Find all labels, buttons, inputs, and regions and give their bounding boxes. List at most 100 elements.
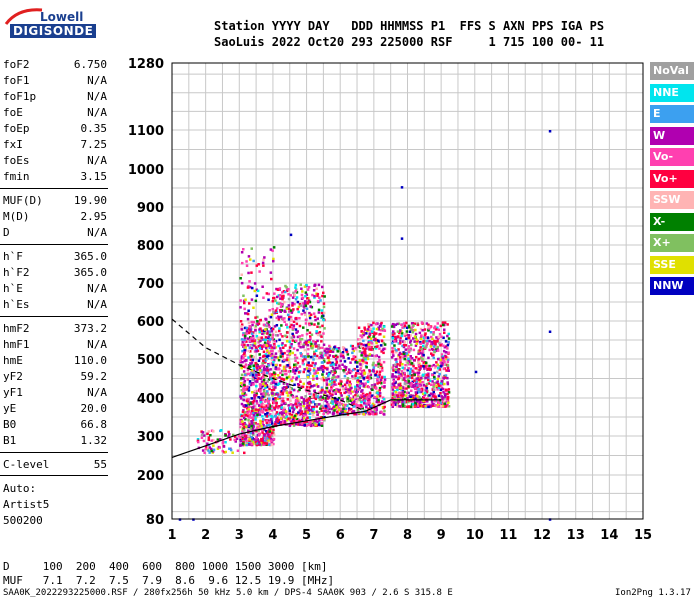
echo-point bbox=[335, 366, 339, 370]
echo-point bbox=[392, 378, 395, 381]
echo-point bbox=[253, 415, 257, 418]
echo-point bbox=[255, 402, 259, 405]
echo-point bbox=[327, 396, 330, 399]
echo-point bbox=[221, 442, 225, 445]
echo-point bbox=[270, 389, 274, 392]
echo-point bbox=[403, 324, 407, 327]
echo-point bbox=[356, 384, 359, 387]
echo-point bbox=[362, 333, 365, 337]
echo-point bbox=[296, 383, 300, 386]
echo-point bbox=[436, 326, 439, 329]
echo-point bbox=[262, 436, 265, 440]
echo-point bbox=[271, 373, 274, 376]
echo-point bbox=[289, 403, 293, 406]
echo-point bbox=[341, 412, 345, 416]
echo-point bbox=[290, 318, 293, 322]
echo-point bbox=[418, 368, 421, 371]
echo-point bbox=[375, 408, 378, 412]
param-value-14: N/A bbox=[87, 298, 107, 311]
echo-point bbox=[356, 376, 359, 380]
echo-point bbox=[240, 376, 243, 380]
echo-point bbox=[326, 403, 330, 406]
echo-point bbox=[333, 368, 336, 371]
echo-point bbox=[279, 333, 282, 336]
echo-point bbox=[360, 342, 363, 346]
echo-point bbox=[360, 330, 363, 333]
echo-point bbox=[369, 409, 373, 413]
echo-point bbox=[288, 375, 291, 379]
echo-point bbox=[402, 352, 406, 355]
echo-point bbox=[332, 406, 335, 410]
echo-point bbox=[446, 392, 449, 396]
echo-point bbox=[269, 437, 273, 441]
echo-point bbox=[380, 321, 383, 325]
echo-point bbox=[444, 363, 447, 366]
echo-point bbox=[357, 404, 361, 407]
echo-point bbox=[390, 403, 394, 406]
echo-point bbox=[367, 341, 370, 344]
echo-point bbox=[291, 327, 295, 330]
echo-point bbox=[270, 352, 274, 356]
echo-point bbox=[333, 409, 336, 412]
echo-point bbox=[252, 411, 255, 415]
echo-point bbox=[244, 312, 247, 315]
echo-point bbox=[309, 344, 313, 348]
echo-point bbox=[420, 321, 424, 324]
y-tick-800: 800 bbox=[137, 239, 164, 254]
echo-point bbox=[391, 388, 395, 391]
echo-point bbox=[221, 449, 224, 453]
echo-point bbox=[325, 383, 329, 386]
echo-point bbox=[307, 286, 311, 289]
echo-point bbox=[377, 362, 380, 366]
echo-point bbox=[353, 400, 356, 403]
echo-point bbox=[443, 397, 446, 400]
echo-point bbox=[282, 390, 285, 393]
echo-point bbox=[308, 367, 311, 370]
echo-point bbox=[207, 438, 210, 442]
echo-point bbox=[248, 405, 251, 408]
param-name-2: foF1p bbox=[3, 90, 37, 103]
echo-point bbox=[248, 346, 252, 349]
echo-point bbox=[317, 322, 320, 325]
param-name-11: h`F bbox=[3, 250, 23, 263]
echo-point bbox=[432, 331, 435, 334]
echo-point bbox=[446, 395, 450, 399]
echo-point bbox=[365, 393, 369, 396]
echo-point bbox=[295, 406, 299, 409]
echo-point bbox=[301, 334, 304, 337]
echo-point bbox=[425, 361, 428, 365]
echo-point bbox=[311, 361, 314, 365]
param-value-22: 1.32 bbox=[80, 434, 108, 447]
echo-point bbox=[251, 381, 255, 385]
echo-point bbox=[250, 439, 253, 442]
echo-point bbox=[242, 393, 245, 397]
echo-point bbox=[407, 336, 411, 340]
echo-point bbox=[299, 304, 303, 307]
echo-point bbox=[271, 333, 275, 336]
echo-point bbox=[264, 399, 268, 402]
echo-point bbox=[220, 429, 223, 432]
echo-point bbox=[258, 270, 261, 273]
echo-point bbox=[262, 391, 265, 395]
echo-point bbox=[314, 397, 318, 401]
echo-point bbox=[264, 386, 267, 389]
echo-point bbox=[267, 393, 270, 397]
echo-point bbox=[258, 346, 262, 350]
echo-point bbox=[403, 371, 406, 375]
echo-point bbox=[393, 363, 397, 367]
echo-point bbox=[392, 403, 395, 407]
echo-point bbox=[295, 378, 298, 381]
echo-point bbox=[268, 387, 271, 391]
echo-point bbox=[291, 422, 294, 426]
echo-point bbox=[251, 426, 255, 430]
echo-point bbox=[436, 400, 440, 403]
echo-point bbox=[447, 337, 451, 340]
echo-point bbox=[288, 340, 291, 343]
echo-point bbox=[371, 330, 374, 333]
echo-point bbox=[250, 424, 253, 428]
echo-point bbox=[413, 335, 417, 338]
echo-point bbox=[268, 330, 272, 333]
echo-point bbox=[339, 359, 342, 363]
echo-point bbox=[246, 407, 249, 410]
echo-point bbox=[298, 302, 302, 306]
